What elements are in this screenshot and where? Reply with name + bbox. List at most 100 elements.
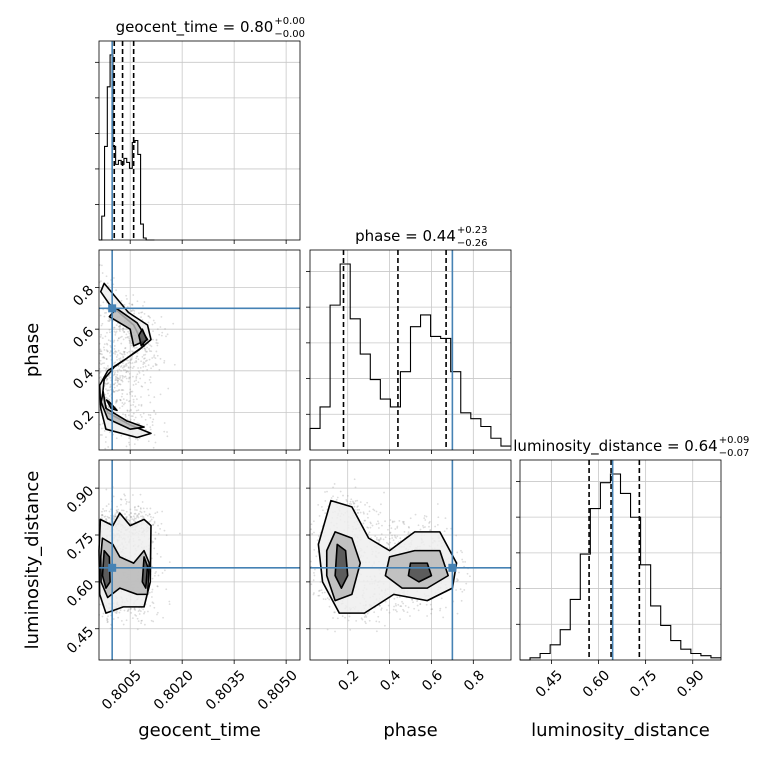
scatter-point — [152, 540, 155, 543]
scatter-point — [130, 415, 133, 418]
scatter-point — [136, 439, 139, 441]
scatter-point — [412, 601, 414, 604]
scatter-point — [407, 606, 410, 609]
scatter-point — [137, 505, 140, 508]
scatter-point — [394, 536, 397, 538]
scatter-point — [375, 510, 378, 513]
scatter-point — [101, 356, 104, 359]
scatter-point — [123, 365, 125, 367]
scatter-point — [456, 580, 458, 583]
scatter-point — [136, 617, 139, 620]
scatter-point — [140, 385, 143, 388]
scatter-point — [466, 572, 469, 575]
scatter-point — [128, 501, 131, 504]
scatter-point — [146, 368, 149, 371]
scatter-point — [396, 535, 399, 538]
scatter-point — [105, 311, 108, 314]
scatter-point — [141, 619, 143, 622]
scatter-point — [359, 511, 362, 514]
scatter-point — [152, 330, 154, 333]
scatter-point — [423, 514, 426, 517]
scatter-point — [154, 413, 157, 415]
scatter-point — [115, 511, 118, 514]
scatter-point — [366, 612, 369, 615]
scatter-point — [399, 618, 401, 621]
scatter-point — [151, 577, 154, 580]
scatter-point — [113, 390, 116, 393]
scatter-point — [372, 508, 375, 511]
scatter-point — [116, 399, 118, 402]
scatter-point — [132, 401, 135, 403]
scatter-point — [132, 346, 135, 349]
scatter-point — [162, 616, 164, 619]
scatter-point — [159, 555, 162, 558]
scatter-point — [116, 390, 119, 392]
scatter-point — [149, 515, 152, 518]
scatter-point — [379, 511, 382, 514]
scatter-point — [117, 337, 120, 339]
scatter-point — [389, 541, 392, 544]
scatter-point — [156, 613, 158, 616]
scatter-point — [100, 517, 103, 520]
scatter-point — [130, 409, 132, 412]
scatter-point — [108, 328, 111, 331]
y-axis-label-luminosity_distance: luminosity_distance — [22, 471, 43, 650]
scatter-point — [129, 361, 131, 364]
scatter-point — [334, 611, 336, 614]
scatter-point — [121, 366, 124, 369]
scatter-point — [106, 350, 109, 352]
scatter-point — [144, 353, 147, 356]
scatter-point — [118, 383, 121, 386]
scatter-point — [116, 511, 119, 513]
scatter-point — [126, 298, 128, 300]
scatter-point — [137, 358, 140, 361]
scatter-point — [113, 373, 116, 375]
scatter-point — [108, 317, 111, 320]
scatter-point — [123, 350, 126, 353]
scatter-point — [117, 325, 120, 328]
scatter-point — [346, 500, 348, 503]
scatter-point — [336, 617, 339, 620]
scatter-point — [324, 491, 326, 493]
scatter-point — [137, 620, 140, 623]
scatter-point — [131, 362, 134, 364]
scatter-point — [127, 370, 130, 373]
scatter-point — [119, 399, 122, 401]
histogram-step-phase — [309, 263, 511, 450]
scatter-point — [313, 531, 315, 534]
scatter-point — [152, 523, 155, 526]
scatter-point — [142, 363, 145, 365]
scatter-point — [134, 505, 136, 508]
scatter-point — [311, 532, 314, 535]
scatter-point — [313, 592, 315, 594]
scatter-point — [138, 371, 141, 374]
scatter-point — [152, 338, 154, 341]
scatter-point — [122, 369, 125, 371]
scatter-point — [439, 609, 441, 612]
scatter-point — [106, 382, 109, 385]
scatter-point — [346, 494, 349, 497]
scatter-point — [138, 370, 140, 373]
scatter-point — [137, 505, 140, 508]
scatter-point — [154, 357, 157, 360]
scatter-point — [367, 516, 369, 519]
scatter-point — [107, 446, 110, 448]
scatter-point — [115, 400, 118, 403]
scatter-point — [135, 516, 138, 518]
scatter-point — [129, 508, 132, 511]
scatter-point — [128, 443, 131, 446]
scatter-point — [388, 547, 391, 550]
scatter-point — [156, 611, 159, 614]
scatter-point — [135, 614, 138, 617]
scatter-point — [119, 383, 122, 386]
scatter-point — [122, 403, 125, 406]
x-tick-label: 0.8 — [461, 667, 488, 694]
scatter-point — [142, 365, 145, 368]
scatter-point — [117, 616, 120, 619]
scatter-point — [117, 379, 119, 382]
scatter-point — [109, 318, 112, 321]
scatter-point — [159, 357, 162, 360]
scatter-point — [356, 508, 359, 511]
scatter-point — [361, 618, 364, 621]
scatter-point — [430, 608, 433, 611]
